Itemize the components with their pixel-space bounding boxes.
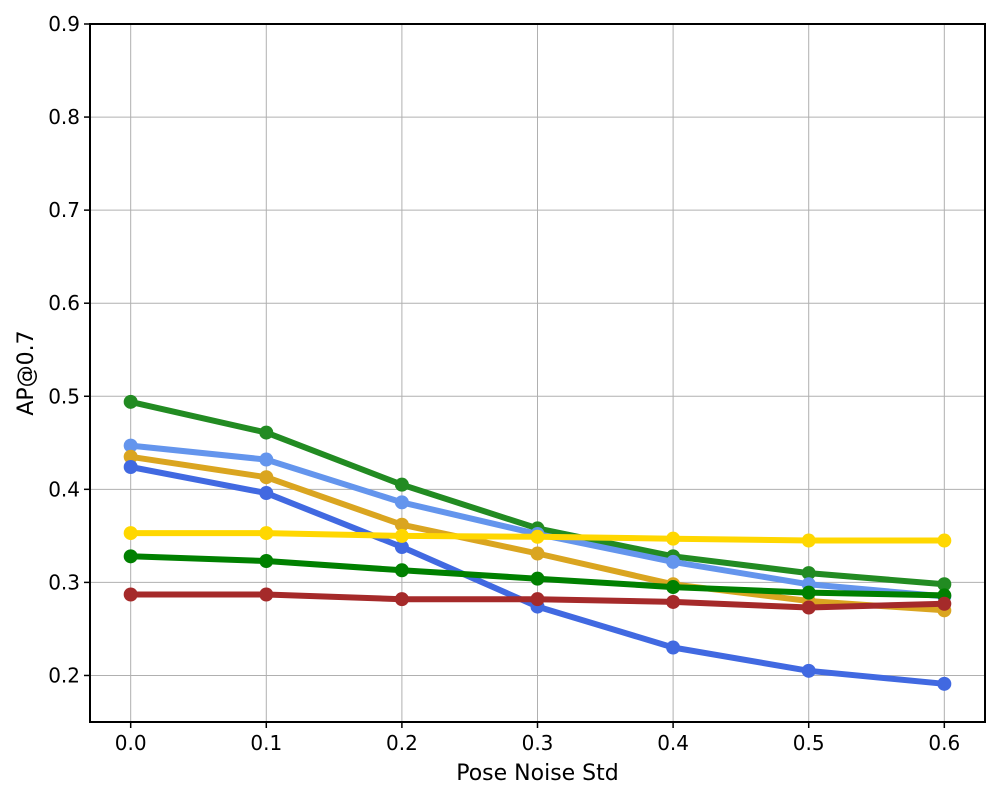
x-tick-label: 0.5 bbox=[793, 731, 825, 755]
data-point bbox=[394, 563, 409, 578]
data-point bbox=[123, 449, 138, 464]
data-point bbox=[801, 600, 816, 615]
data-point bbox=[394, 517, 409, 532]
data-point bbox=[394, 495, 409, 510]
data-point bbox=[937, 596, 952, 611]
series-4 bbox=[123, 459, 952, 691]
series-5 bbox=[123, 526, 952, 548]
y-tick-label: 0.5 bbox=[48, 384, 80, 408]
data-point bbox=[123, 459, 138, 474]
series-group bbox=[123, 394, 952, 691]
x-tick-label: 0.3 bbox=[522, 731, 554, 755]
series-6 bbox=[123, 549, 952, 603]
data-point bbox=[259, 526, 274, 541]
x-tick-label: 0.6 bbox=[928, 731, 960, 755]
data-point bbox=[530, 546, 545, 561]
data-point bbox=[937, 676, 952, 691]
data-point bbox=[123, 394, 138, 409]
data-point bbox=[394, 477, 409, 492]
x-axis-title: Pose Noise Std bbox=[456, 761, 619, 786]
data-point bbox=[666, 580, 681, 595]
data-point bbox=[530, 592, 545, 607]
series-7 bbox=[123, 587, 952, 615]
x-tick-label: 0.2 bbox=[386, 731, 418, 755]
data-point bbox=[666, 640, 681, 655]
data-point bbox=[666, 594, 681, 609]
y-tick-label: 0.9 bbox=[48, 12, 80, 36]
axis-ticks: 0.0 0.1 0.2 0.3 0.4 0.5 0.6 0.2 0.3 0.4 0.5 0.6 0.7 0… bbox=[48, 12, 960, 755]
data-point bbox=[259, 587, 274, 602]
y-tick-label: 0.6 bbox=[48, 291, 80, 315]
y-tick-label: 0.8 bbox=[48, 105, 80, 129]
data-point bbox=[666, 554, 681, 569]
data-point bbox=[394, 528, 409, 543]
y-axis-title: AP@0.7 bbox=[14, 330, 39, 415]
y-tick-label: 0.4 bbox=[48, 477, 80, 501]
x-tick-label: 0.1 bbox=[250, 731, 282, 755]
data-point bbox=[259, 470, 274, 485]
data-point bbox=[394, 592, 409, 607]
data-point bbox=[530, 571, 545, 586]
y-tick-label: 0.2 bbox=[48, 663, 80, 687]
data-point bbox=[123, 526, 138, 541]
data-point bbox=[259, 486, 274, 501]
data-point bbox=[801, 533, 816, 548]
data-point bbox=[123, 587, 138, 602]
x-tick-label: 0.4 bbox=[657, 731, 689, 755]
data-point bbox=[801, 566, 816, 581]
data-point bbox=[259, 425, 274, 440]
x-tick-label: 0.0 bbox=[115, 731, 147, 755]
grid bbox=[90, 23, 985, 722]
data-point bbox=[259, 553, 274, 568]
y-tick-label: 0.7 bbox=[48, 198, 80, 222]
data-point bbox=[801, 663, 816, 678]
data-point bbox=[937, 533, 952, 548]
data-point bbox=[666, 531, 681, 546]
data-point bbox=[530, 529, 545, 544]
data-point bbox=[394, 540, 409, 555]
data-point bbox=[123, 549, 138, 564]
y-tick-label: 0.3 bbox=[48, 570, 80, 594]
data-point bbox=[937, 577, 952, 592]
data-point bbox=[259, 452, 274, 467]
data-point bbox=[123, 438, 138, 453]
data-point bbox=[801, 585, 816, 600]
